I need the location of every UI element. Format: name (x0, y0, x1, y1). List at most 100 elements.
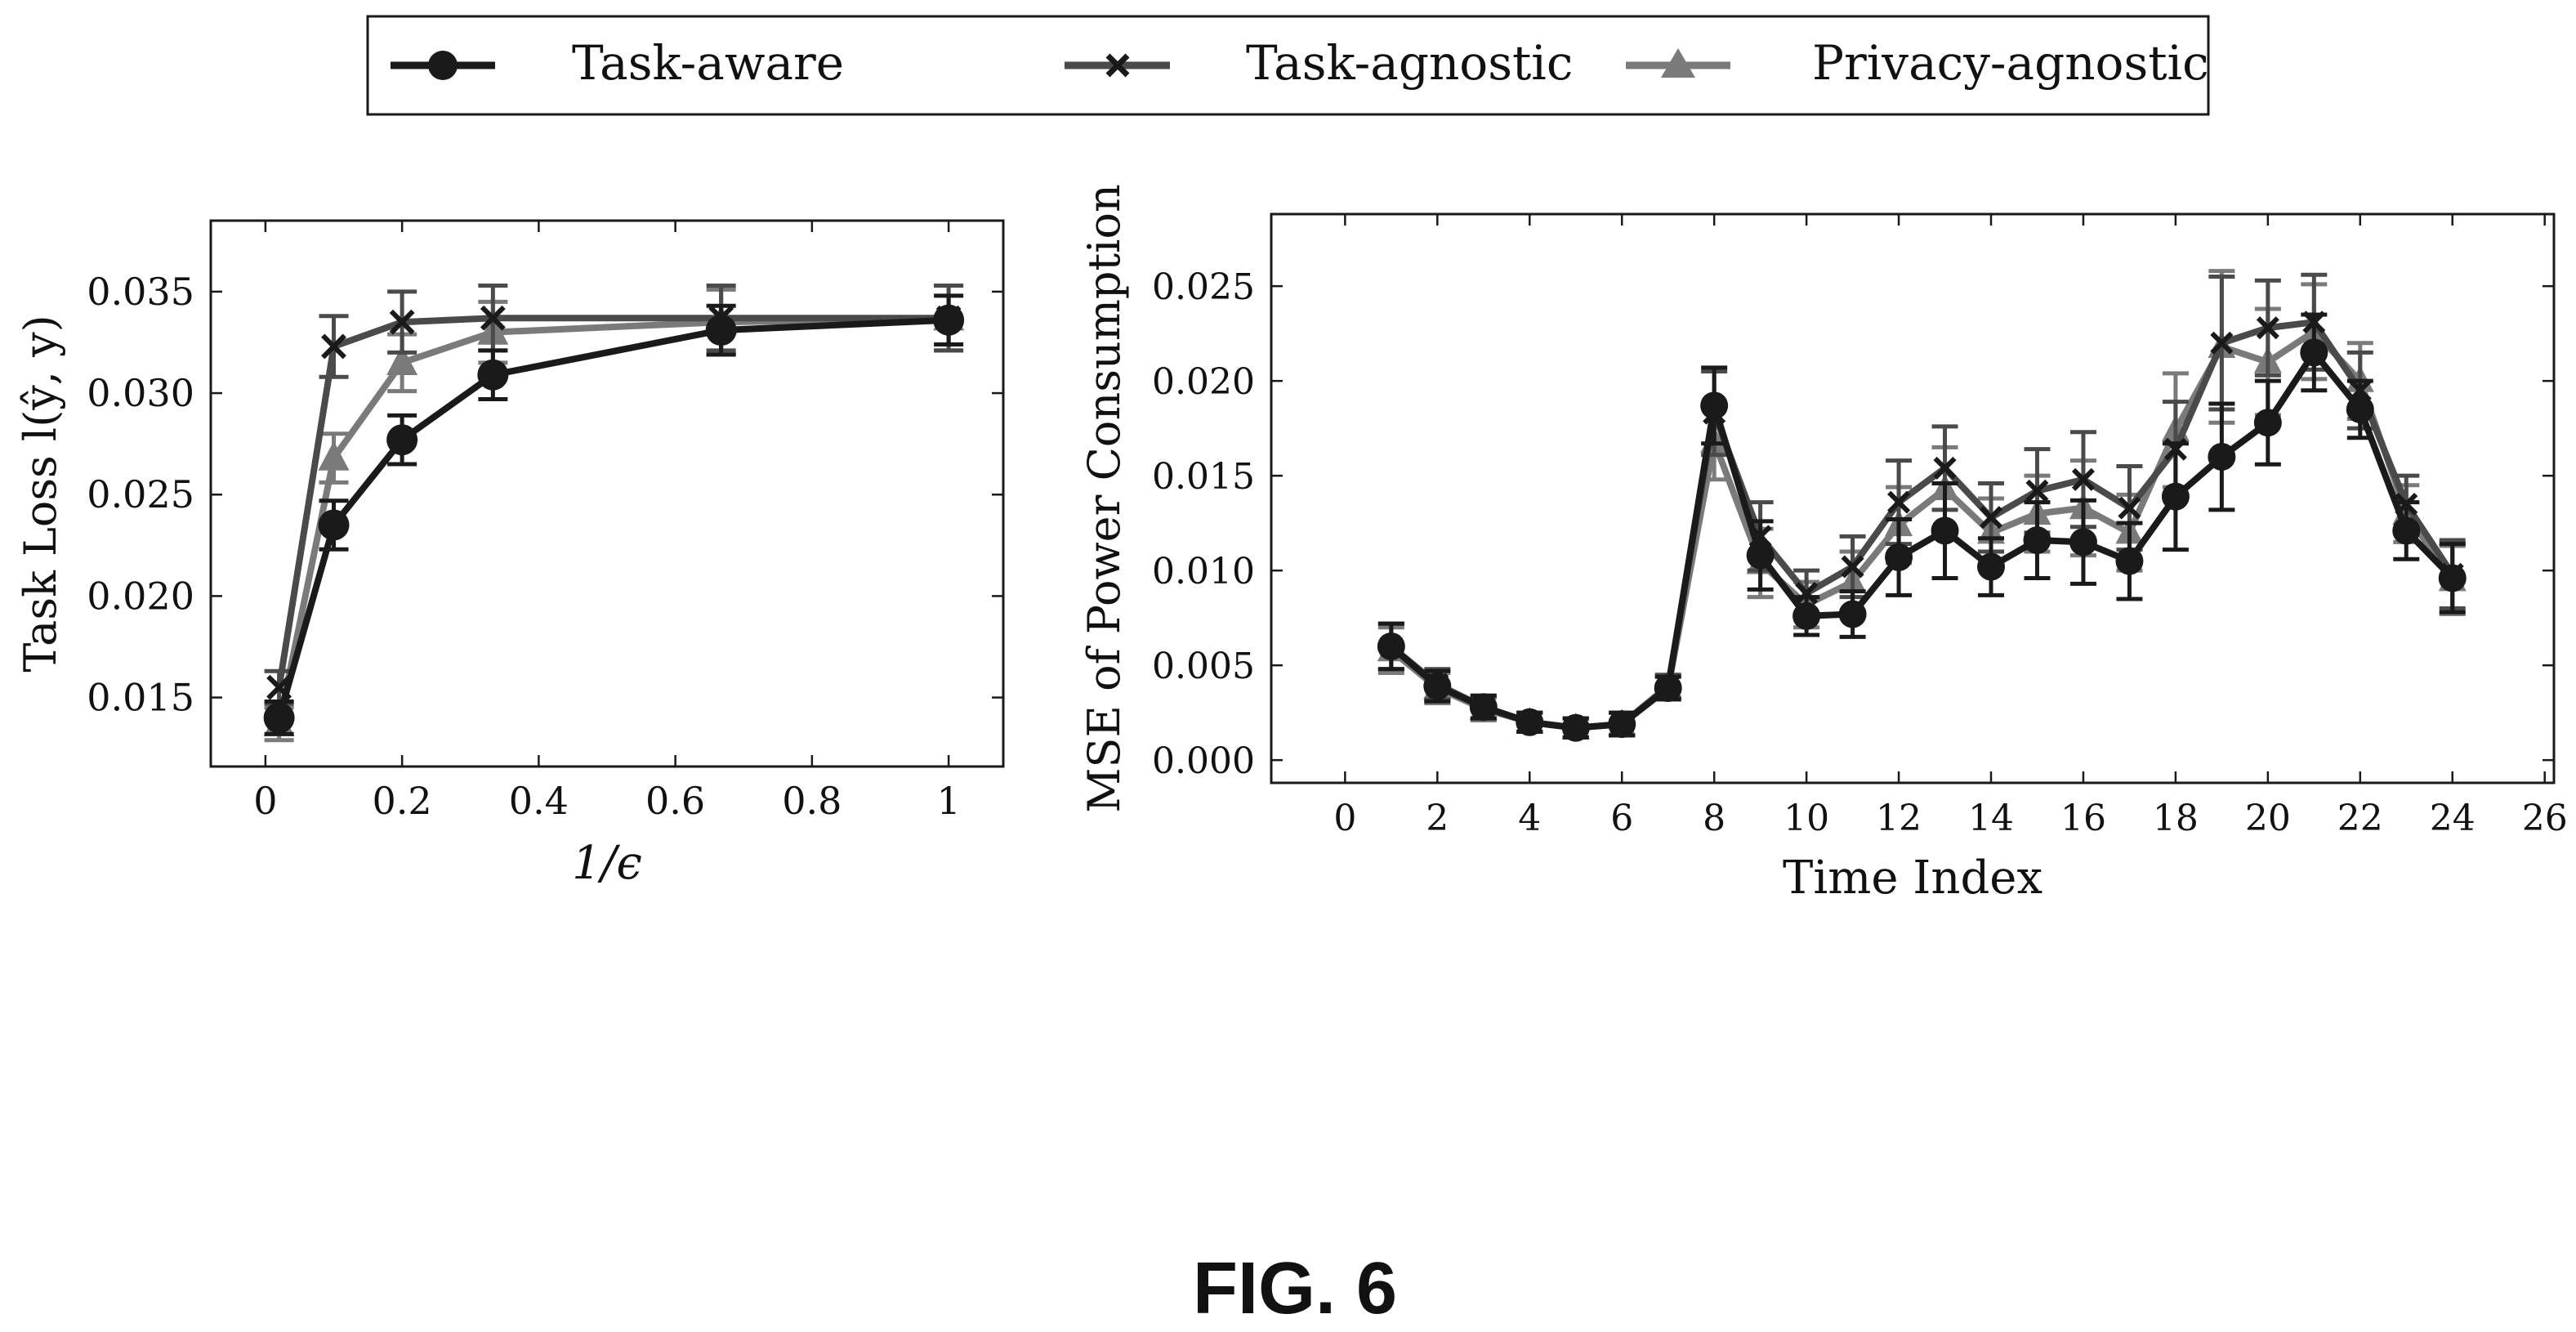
legend-frame (366, 15, 2210, 116)
data-point (477, 359, 509, 391)
x-tick-label: 8 (1703, 798, 1726, 839)
data-point (1838, 600, 1867, 628)
legend-entry-task-agnostic: Task-agnostic (1065, 35, 1573, 91)
data-point (1792, 601, 1821, 630)
data-point (1977, 552, 2006, 581)
data-point (933, 304, 965, 336)
x-axis-label: Time Index (1783, 851, 2042, 905)
series-line-task-agnostic (275, 315, 949, 688)
data-point (2023, 526, 2051, 555)
y-tick-label: 0.015 (87, 676, 194, 720)
legend-label-task-aware: Task-aware (572, 35, 844, 91)
x-tick-label: 1 (936, 779, 960, 823)
data-point (1979, 506, 2003, 530)
x-axis-label: 1/ϵ (572, 837, 642, 890)
data-point (318, 509, 350, 541)
data-point (2256, 316, 2279, 340)
series-line-privacy-agnostic (1389, 328, 2456, 731)
legend-label-privacy-agnostic: Privacy-agnostic (1812, 35, 2209, 91)
data-point (2118, 496, 2141, 520)
y-tick-label: 0.020 (87, 574, 194, 618)
data-point (2346, 395, 2374, 423)
data-point (389, 309, 415, 335)
series-layer (1377, 269, 2467, 742)
legend-circle-marker-icon (428, 51, 458, 80)
data-point (1469, 693, 1498, 722)
data-point (705, 315, 737, 346)
legend-entry-privacy-agnostic: Privacy-agnostic (1626, 35, 2209, 91)
chart-mse-power: 0 2 4 6 8 10 12 14 16 18 20 22 24 260.0000.0050.0100.… (1078, 184, 2568, 905)
series-line-task-aware (1389, 349, 2455, 731)
legend-entry-task-aware: Task-aware (391, 35, 844, 91)
data-point (1887, 490, 1911, 514)
y-tick-label: 0.025 (1152, 266, 1255, 308)
series-privacy-agnostic (1377, 269, 2467, 740)
y-axis-label: Task Loss l(ŷ, y) (15, 315, 66, 672)
y-tick-label: 0.015 (1152, 456, 1255, 498)
series-task-aware (1377, 312, 2467, 742)
x-tick-label: 0 (253, 779, 277, 823)
y-tick-label: 0.000 (1152, 740, 1255, 782)
y-tick-label: 0.005 (1152, 646, 1255, 687)
data-point (2069, 528, 2097, 556)
data-point (1746, 541, 1775, 570)
x-tick-label: 14 (1968, 798, 2014, 839)
x-tick-label: 18 (2153, 798, 2199, 839)
data-point (1885, 543, 1913, 571)
data-point (318, 440, 350, 471)
series-line-privacy-agnostic (275, 315, 949, 725)
data-point (1561, 713, 1590, 742)
data-point (2025, 479, 2049, 503)
legend-triangle-marker-icon (1661, 48, 1695, 78)
data-point (2071, 467, 2095, 491)
x-tick-label: 16 (2060, 798, 2106, 839)
data-point (2115, 547, 2144, 575)
legend-cross-marker-icon (1105, 53, 1130, 78)
data-point (386, 424, 418, 456)
x-tick-label: 24 (2430, 798, 2476, 839)
data-point (2208, 442, 2236, 471)
data-point (2300, 338, 2328, 367)
y-tick-label: 0.030 (87, 371, 194, 415)
data-point (2438, 564, 2467, 592)
series-layer (263, 283, 965, 743)
x-tick-label: 0.6 (645, 779, 705, 823)
data-point (1931, 516, 1959, 545)
data-point (1700, 391, 1729, 420)
y-axis-label: MSE of Power Consumption (1078, 184, 1130, 812)
y-tick-label: 0.025 (87, 472, 194, 516)
legend: Task-aware Task-agnostic Privacy-agnosti… (366, 15, 2210, 116)
ticks-layer: 0 0.2 0.4 0.6 0.8 1 0.015 0.020 0.025 0.030 0.035 (87, 221, 1003, 823)
data-point (386, 345, 418, 376)
data-point (2392, 516, 2421, 545)
data-point (1608, 710, 1636, 739)
x-tick-label: 0.8 (782, 779, 842, 823)
x-tick-label: 26 (2522, 798, 2568, 839)
y-tick-label: 0.010 (1152, 551, 1255, 592)
legend-label-task-agnostic: Task-agnostic (1246, 35, 1573, 91)
data-point (1377, 632, 1405, 660)
data-point (480, 305, 506, 331)
ticks-layer: 0 2 4 6 8 10 12 14 16 18 20 22 24 260.0000.0050.0100.… (1152, 214, 2568, 839)
chart-task-loss: 0 0.2 0.4 0.6 0.8 10.0150.0200.0250.0300.035 … (15, 219, 1005, 890)
x-tick-label: 20 (2245, 798, 2291, 839)
data-point (263, 702, 295, 734)
data-point (1516, 708, 1544, 736)
data-point (1933, 456, 1957, 480)
plot-frame (1270, 212, 2556, 784)
x-tick-label: 22 (2337, 798, 2383, 839)
y-tick-label: 0.035 (87, 270, 194, 314)
data-point (2253, 409, 2282, 437)
data-point (2161, 482, 2190, 511)
x-tick-label: 0 (1333, 798, 1356, 839)
x-tick-label: 6 (1610, 798, 1633, 839)
series-task-aware (263, 293, 965, 736)
figure-caption: FIG. 6 (1193, 1248, 1397, 1330)
series-line-task-aware (275, 316, 949, 719)
data-point (1841, 555, 1864, 579)
x-tick-label: 10 (1784, 798, 1829, 839)
x-tick-label: 0.4 (509, 779, 569, 823)
x-tick-label: 2 (1426, 798, 1449, 839)
data-point (2210, 331, 2234, 355)
